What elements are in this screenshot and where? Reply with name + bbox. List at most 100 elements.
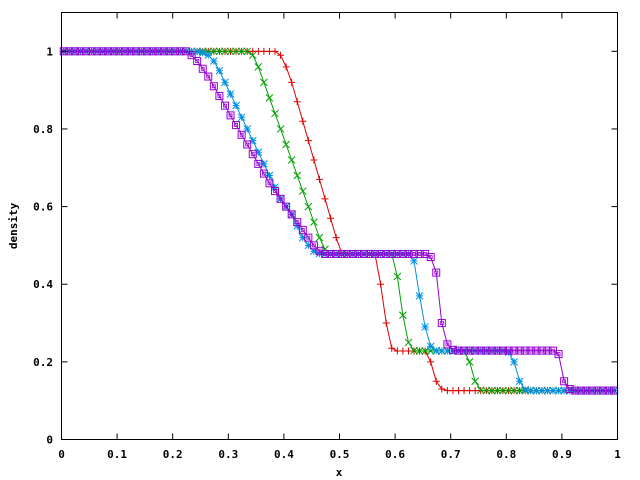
series-1-point: [304, 137, 312, 145]
series-4-point-inner: [395, 252, 400, 256]
series-4-point: [393, 249, 402, 258]
series-3-point: [304, 241, 313, 250]
series-4-point-inner: [378, 252, 383, 256]
series-4-point: [498, 346, 507, 355]
series-2-point: [265, 94, 274, 102]
series-4-point: [132, 47, 141, 56]
series-4-point-inner: [256, 161, 261, 166]
series-4-point: [337, 249, 346, 258]
series-2-point: [232, 47, 240, 56]
series-1-point: [427, 358, 435, 366]
series-4-point-inner: [84, 49, 88, 54]
series-1-point: [388, 344, 396, 352]
series-4-point: [510, 346, 519, 355]
series-4-point-inner: [117, 49, 122, 54]
series-4-point: [426, 253, 435, 262]
series-4-point-inner: [167, 49, 172, 54]
series-4-point: [282, 202, 291, 211]
series-4-point-inner: [211, 84, 216, 89]
series-3-point: [226, 90, 235, 98]
series-4-point: [309, 241, 318, 250]
series-4-point-inner: [567, 387, 572, 391]
series-4-point: [365, 249, 374, 258]
series-2-point: [204, 47, 213, 56]
series-3-point: [315, 249, 324, 258]
series-1-point: [282, 63, 290, 71]
series-4-point-inner: [573, 388, 578, 393]
series-4-point: [576, 386, 585, 395]
series-4-point: [137, 47, 146, 56]
series-4-point: [454, 346, 463, 355]
series-4-point: [143, 47, 152, 56]
series-2-point: [393, 272, 402, 281]
series-3-point: [193, 47, 202, 56]
series-4-point-inner: [184, 49, 188, 54]
series-4-point-inner: [412, 252, 416, 256]
series-3-point: [426, 342, 435, 351]
series-4-point: [593, 386, 602, 395]
series-3-point: [254, 148, 263, 157]
series-4-point: [326, 249, 335, 258]
y-axis-label: density: [7, 202, 20, 249]
series-4-point: [204, 72, 213, 81]
series-4-point-inner: [451, 347, 455, 352]
series-4-point: [521, 346, 530, 355]
y-tick-label: 0.4: [33, 278, 53, 291]
series-4-point: [215, 91, 224, 100]
series-4-point: [465, 346, 474, 355]
series-2-point: [237, 47, 246, 56]
series-4-point-inner: [122, 49, 127, 54]
series-4-point: [170, 47, 179, 56]
series-3-point: [515, 377, 524, 386]
series-2-point: [260, 78, 268, 87]
series-4-point: [165, 47, 174, 56]
series-4-point-inner: [506, 348, 511, 353]
series-4-point-inner: [428, 255, 433, 259]
series-4-point: [293, 218, 302, 227]
series-3-point: [410, 257, 418, 265]
series-4-point: [387, 249, 396, 258]
series-4-point-inner: [389, 252, 394, 256]
series-3-point: [232, 101, 240, 110]
series-4-point: [493, 346, 502, 355]
series-4-point-inner: [545, 348, 550, 353]
series-3-point: [221, 78, 229, 87]
series-3-point: [554, 386, 563, 395]
series-4-point-inner: [200, 66, 205, 71]
series-4-point-inner: [501, 348, 505, 353]
series-4-point: [298, 225, 307, 234]
series-4-point: [398, 249, 407, 258]
series-3-point: [560, 386, 568, 395]
series-4-point-inner: [195, 59, 200, 63]
series-4: [59, 47, 619, 395]
series-4-point-inner: [384, 252, 389, 256]
series-4-point-inner: [445, 342, 450, 347]
series-4-point-inner: [612, 388, 617, 393]
series-2-point: [510, 386, 518, 395]
series-4-point-inner: [317, 249, 322, 254]
series-2-point: [315, 233, 324, 242]
series-4-point: [382, 249, 391, 258]
series-4-point: [76, 47, 85, 56]
series-4-point: [243, 140, 252, 149]
series-4-point-inner: [528, 348, 533, 353]
series-2-point: [271, 109, 279, 118]
y-tick-label: 1: [46, 45, 53, 58]
series-4-point-inner: [489, 348, 494, 353]
series-3-point: [243, 125, 252, 133]
series-4-point-inner: [400, 252, 405, 256]
y-axis: 0 0.2 0.4 0.6 0.8 1: [33, 45, 618, 447]
series-4-point: [109, 47, 118, 56]
series-4-point-inner: [106, 49, 111, 54]
series-1-point: [382, 319, 390, 327]
series-4-point: [515, 346, 524, 355]
series-4-point-inner: [161, 49, 166, 54]
series-4-point: [443, 340, 452, 349]
series-4-point-inner: [434, 270, 439, 275]
series-3-point: [610, 386, 619, 395]
series-3-point: [298, 233, 307, 242]
series-4-point: [599, 386, 608, 395]
series-4-point-inner: [173, 49, 177, 54]
